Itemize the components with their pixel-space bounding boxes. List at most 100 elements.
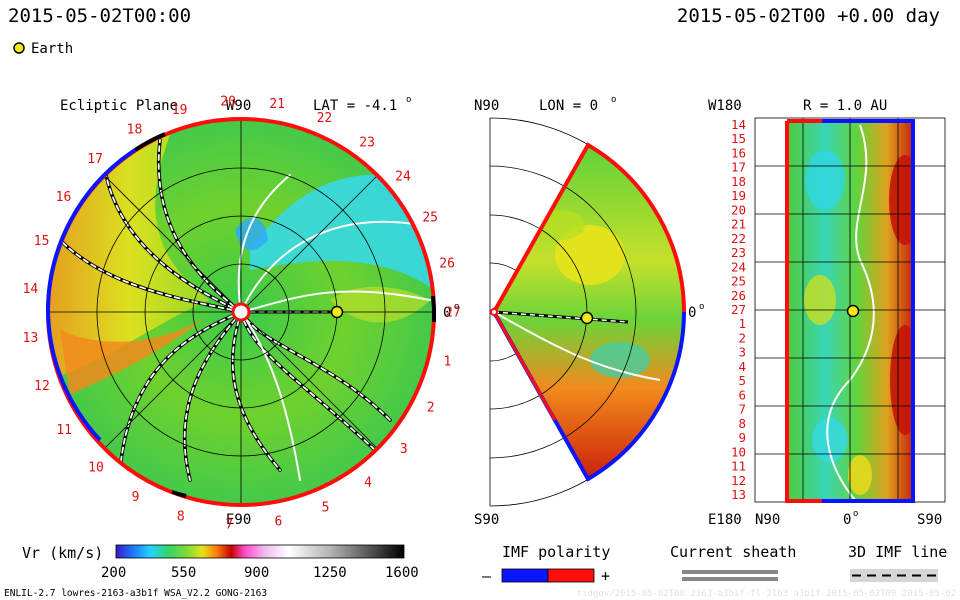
radial-row-number: 17 bbox=[731, 160, 746, 175]
radial-row-number: 9 bbox=[738, 430, 746, 445]
radial-row-number: 27 bbox=[731, 302, 746, 317]
radial-x-tick-n90: N90 bbox=[755, 512, 780, 528]
imf-plus-label: + bbox=[601, 567, 610, 585]
sector-number: 25 bbox=[422, 210, 438, 225]
sector-number: 7 bbox=[225, 518, 233, 533]
radial-row-number: 20 bbox=[731, 202, 746, 217]
sun-icon bbox=[231, 302, 251, 322]
radial-row-number: 3 bbox=[738, 345, 746, 360]
colorbar-tick-900: 900 bbox=[244, 565, 269, 581]
radial-row-number: 22 bbox=[731, 231, 746, 246]
radial-row-number: 13 bbox=[731, 487, 746, 502]
radial-row-number: 5 bbox=[738, 373, 746, 388]
radial-row-number: 14 bbox=[731, 117, 746, 132]
radial-top-left-label: W180 bbox=[708, 98, 742, 114]
lon-label: LON = 0 bbox=[539, 98, 598, 114]
sector-number: 23 bbox=[359, 136, 375, 151]
radial-row-number: 1 bbox=[738, 316, 746, 331]
sector-number: 10 bbox=[88, 461, 104, 476]
sector-number: 19 bbox=[172, 103, 188, 118]
imf-polarity-label: IMF polarity bbox=[502, 543, 610, 561]
radial-row-number: 7 bbox=[738, 402, 746, 417]
radial-row-numbers: 1415161718192021222324252627123456789101… bbox=[731, 117, 746, 502]
sector-number: 17 bbox=[87, 152, 103, 167]
radial-bottom-left-label: E180 bbox=[708, 512, 742, 528]
meridional-panel: N90 LON = 0 o S90 0 o bbox=[474, 95, 704, 528]
sector-number: 5 bbox=[322, 500, 330, 515]
colorbar-label: Vr (km/s) bbox=[22, 544, 103, 562]
sector-number: 26 bbox=[439, 257, 455, 272]
sector-number: 24 bbox=[395, 169, 411, 184]
sector-number: 18 bbox=[127, 123, 143, 138]
radial-row-number: 6 bbox=[738, 387, 746, 402]
sector-numbers: 20 21222324252627123456789101112131415161… bbox=[23, 94, 461, 532]
colorbar-tick-200: 200 bbox=[101, 565, 126, 581]
imf-line-label: 3D IMF line bbox=[848, 543, 947, 561]
sector-number: 15 bbox=[34, 234, 50, 249]
sector-number: 14 bbox=[23, 282, 39, 297]
sector-number: 21 bbox=[269, 97, 285, 112]
lat-degree: o bbox=[406, 95, 411, 105]
sector-number: 4 bbox=[364, 476, 372, 491]
meridional-bottom-label: S90 bbox=[474, 512, 499, 528]
colorbar-tick-1600: 1600 bbox=[385, 565, 419, 581]
radial-panel: W180 R = 1.0 AU E180 N90 0 o S90 1415161… bbox=[708, 98, 946, 528]
imf-polarity-legend: IMF polarity – + bbox=[482, 543, 610, 585]
ecliptic-right-label: 0 bbox=[443, 305, 451, 321]
meridional-top-label: N90 bbox=[474, 98, 499, 114]
colorbar-tick-1250: 1250 bbox=[313, 565, 347, 581]
speed-colorbar: Vr (km/s) 200 550 900 1250 1600 bbox=[22, 544, 419, 581]
radial-x-tick-s90: S90 bbox=[917, 512, 942, 528]
radial-title: R = 1.0 AU bbox=[803, 98, 887, 114]
ecliptic-title: Ecliptic Plane bbox=[60, 98, 178, 114]
radial-row-number: 24 bbox=[731, 259, 746, 274]
sector-number: 3 bbox=[400, 442, 408, 457]
imf-line-legend: 3D IMF line bbox=[848, 543, 947, 582]
sector-number: 12 bbox=[34, 379, 50, 394]
radial-row-number: 19 bbox=[731, 188, 746, 203]
sector-number: 2 bbox=[427, 401, 435, 416]
timestamp-left: 2015-05-02T00:00 bbox=[8, 5, 191, 27]
current-sheath-legend: Current sheath bbox=[670, 543, 796, 581]
ecliptic-panel: Ecliptic Plane W90 E90 0 o LAT = -4.1 o … bbox=[23, 94, 461, 532]
meridional-right-degree: o bbox=[699, 302, 704, 312]
timestamp-right: 2015-05-02T00 +0.00 day bbox=[677, 5, 940, 27]
radial-row-number: 4 bbox=[738, 359, 746, 374]
lat-label: LAT = -4.1 bbox=[313, 98, 397, 114]
sector-number: 20 bbox=[220, 94, 236, 109]
radial-row-number: 18 bbox=[731, 174, 746, 189]
radial-row-number: 11 bbox=[731, 459, 746, 474]
radial-x-tick-degree: o bbox=[853, 509, 858, 519]
earth-marker-icon bbox=[13, 42, 25, 54]
sector-number: 1 bbox=[443, 354, 451, 369]
earth-icon bbox=[330, 305, 344, 319]
radial-row-number: 26 bbox=[731, 288, 746, 303]
ecliptic-bottom-label: E90 bbox=[226, 512, 251, 528]
radial-row-number: 23 bbox=[731, 245, 746, 260]
radial-row-number: 2 bbox=[738, 331, 746, 346]
radial-x-tick-0: 0 bbox=[843, 512, 851, 528]
footer-right: tidgov/2015-05-02T00 2163-a3b1f-fl-2163 … bbox=[577, 589, 956, 599]
radial-row-number: 10 bbox=[731, 444, 746, 459]
radial-row-number: 25 bbox=[731, 274, 746, 289]
radial-row-number: 12 bbox=[731, 473, 746, 488]
sector-number: 16 bbox=[56, 190, 72, 205]
sector-number: 6 bbox=[274, 515, 282, 530]
colorbar-tick-550: 550 bbox=[171, 565, 196, 581]
lon-degree: o bbox=[611, 95, 616, 105]
ecliptic-right-degree: o bbox=[454, 302, 459, 312]
radial-row-number: 15 bbox=[731, 131, 746, 146]
footer-left: ENLIL-2.7 lowres-2163-a3b1f WSA_V2.2 GON… bbox=[4, 588, 267, 599]
radial-row-number: 16 bbox=[731, 146, 746, 161]
imf-negative-swatch bbox=[501, 568, 549, 583]
earth-meridional-icon bbox=[580, 311, 594, 325]
radial-row-number: 8 bbox=[738, 416, 746, 431]
imf-positive-swatch bbox=[547, 568, 595, 583]
sector-number: 11 bbox=[56, 423, 72, 438]
earth-legend-label: Earth bbox=[31, 41, 73, 57]
radial-row-number: 21 bbox=[731, 217, 746, 232]
current-sheath-label: Current sheath bbox=[670, 543, 796, 561]
sector-number: 13 bbox=[23, 331, 39, 346]
ecliptic-top-label: W90 bbox=[226, 98, 251, 114]
